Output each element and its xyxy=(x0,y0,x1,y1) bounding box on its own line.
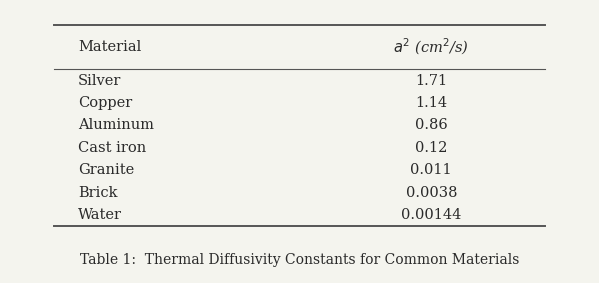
Text: Brick: Brick xyxy=(78,186,117,200)
Text: 0.12: 0.12 xyxy=(415,141,447,155)
Text: Cast iron: Cast iron xyxy=(78,141,146,155)
Text: 1.71: 1.71 xyxy=(415,74,447,87)
Text: 0.011: 0.011 xyxy=(410,163,452,177)
Text: Material: Material xyxy=(78,40,141,54)
Text: 0.86: 0.86 xyxy=(415,118,447,132)
Text: $a^2$ (cm$^2$/s): $a^2$ (cm$^2$/s) xyxy=(394,37,469,57)
Text: Copper: Copper xyxy=(78,96,132,110)
Text: Table 1:  Thermal Diffusivity Constants for Common Materials: Table 1: Thermal Diffusivity Constants f… xyxy=(80,253,519,267)
Text: Water: Water xyxy=(78,208,122,222)
Text: 0.00144: 0.00144 xyxy=(401,208,461,222)
Text: Aluminum: Aluminum xyxy=(78,118,154,132)
Text: Granite: Granite xyxy=(78,163,134,177)
Text: Silver: Silver xyxy=(78,74,121,87)
Text: 1.14: 1.14 xyxy=(415,96,447,110)
Text: 0.0038: 0.0038 xyxy=(406,186,457,200)
